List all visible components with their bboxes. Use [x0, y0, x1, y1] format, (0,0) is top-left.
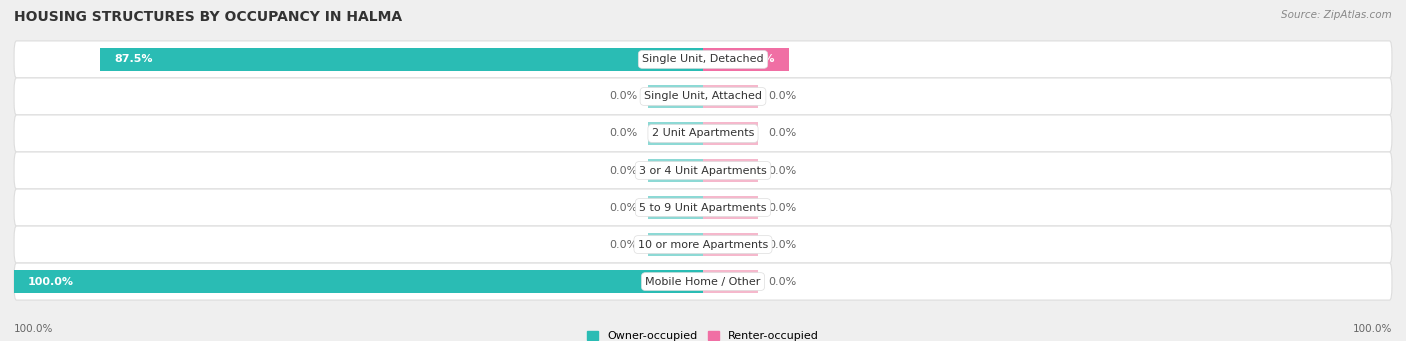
Text: 12.5%: 12.5%	[737, 55, 775, 64]
FancyBboxPatch shape	[14, 263, 1392, 300]
FancyBboxPatch shape	[14, 115, 1392, 152]
Text: Source: ZipAtlas.com: Source: ZipAtlas.com	[1281, 10, 1392, 20]
Text: 0.0%: 0.0%	[769, 277, 797, 286]
Bar	[14, 270, 703, 293]
Text: Mobile Home / Other: Mobile Home / Other	[645, 277, 761, 286]
Bar	[703, 270, 758, 293]
FancyBboxPatch shape	[14, 78, 1392, 115]
Text: 2 Unit Apartments: 2 Unit Apartments	[652, 129, 754, 138]
Text: Single Unit, Detached: Single Unit, Detached	[643, 55, 763, 64]
Text: HOUSING STRUCTURES BY OCCUPANCY IN HALMA: HOUSING STRUCTURES BY OCCUPANCY IN HALMA	[14, 10, 402, 24]
Bar	[100, 48, 703, 71]
Bar	[703, 233, 758, 256]
Text: 100.0%: 100.0%	[14, 324, 53, 334]
FancyBboxPatch shape	[14, 41, 1392, 78]
Text: 87.5%: 87.5%	[114, 55, 152, 64]
Bar	[703, 122, 758, 145]
Text: 0.0%: 0.0%	[769, 239, 797, 250]
Text: Single Unit, Attached: Single Unit, Attached	[644, 91, 762, 102]
Text: 0.0%: 0.0%	[609, 91, 637, 102]
Text: 0.0%: 0.0%	[769, 129, 797, 138]
Bar	[703, 159, 758, 182]
Bar	[703, 196, 758, 219]
Bar	[703, 48, 789, 71]
Text: 100.0%: 100.0%	[28, 277, 75, 286]
Text: 100.0%: 100.0%	[1353, 324, 1392, 334]
Bar	[648, 159, 703, 182]
Legend: Owner-occupied, Renter-occupied: Owner-occupied, Renter-occupied	[586, 331, 820, 341]
FancyBboxPatch shape	[14, 152, 1392, 189]
Text: 0.0%: 0.0%	[769, 203, 797, 212]
Text: 3 or 4 Unit Apartments: 3 or 4 Unit Apartments	[640, 165, 766, 176]
FancyBboxPatch shape	[14, 226, 1392, 263]
Text: 10 or more Apartments: 10 or more Apartments	[638, 239, 768, 250]
Text: 5 to 9 Unit Apartments: 5 to 9 Unit Apartments	[640, 203, 766, 212]
Text: 0.0%: 0.0%	[769, 165, 797, 176]
Text: 0.0%: 0.0%	[609, 239, 637, 250]
FancyBboxPatch shape	[14, 189, 1392, 226]
Text: 0.0%: 0.0%	[769, 91, 797, 102]
Bar	[648, 196, 703, 219]
Bar	[703, 85, 758, 108]
Bar	[648, 233, 703, 256]
Text: 0.0%: 0.0%	[609, 165, 637, 176]
Text: 0.0%: 0.0%	[609, 129, 637, 138]
Text: 0.0%: 0.0%	[609, 203, 637, 212]
Bar	[648, 122, 703, 145]
Bar	[648, 85, 703, 108]
